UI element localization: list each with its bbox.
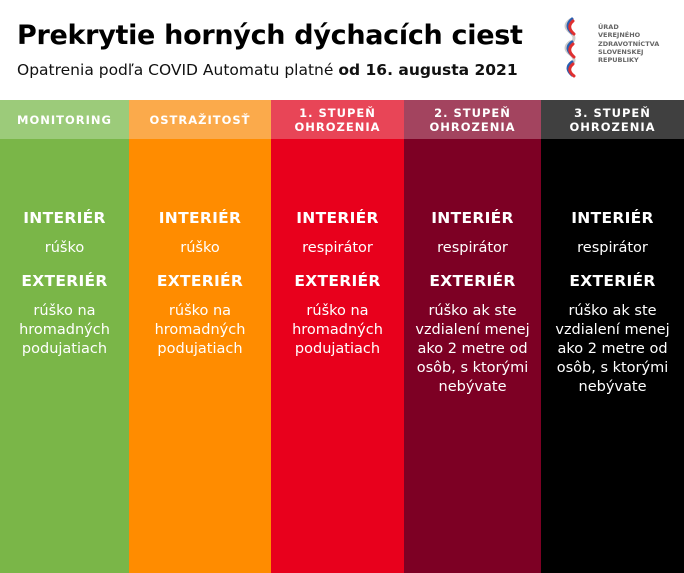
level-column: MONITORING INTERIÉR rúško EXTERIÉR rúško…: [0, 100, 129, 573]
level-header: MONITORING: [0, 100, 129, 139]
caduceus-icon: [564, 17, 576, 78]
interior-value: respirátor: [437, 240, 508, 256]
interior-label: INTERIÉR: [431, 209, 514, 227]
interior-label: INTERIÉR: [296, 209, 379, 227]
level-body: INTERIÉR respirátor EXTERIÉR rúško ak st…: [404, 139, 541, 573]
exterior-value: rúško na hromadných podujatiach: [19, 303, 110, 357]
exterior-value: rúško ak ste vzdialení menej ako 2 metre…: [555, 303, 670, 395]
exterior-value: rúško na hromadných podujatiach: [292, 303, 383, 357]
level-column: 1. STUPEŇ OHROZENIA INTERIÉR respirátor …: [271, 100, 404, 573]
interior-label: INTERIÉR: [23, 209, 106, 227]
exterior-label: EXTERIÉR: [21, 272, 108, 290]
exterior-value: rúško na hromadných podujatiach: [154, 303, 246, 357]
exterior-label: EXTERIÉR: [429, 272, 516, 290]
level-column: 3. STUPEŇ OHROZENIA INTERIÉR respirátor …: [541, 100, 684, 573]
interior-label: INTERIÉR: [571, 209, 654, 227]
uvz-logo: ÚRAD VEREJNÉHO ZDRAVOTNÍCTVA SLOVENSKEJ REPU…: [560, 14, 680, 78]
alert-levels-table: MONITORING INTERIÉR rúško EXTERIÉR rúško…: [0, 100, 684, 573]
level-body: INTERIÉR rúško EXTERIÉR rúško na hromadn…: [129, 139, 271, 573]
level-header: 3. STUPEŇ OHROZENIA: [541, 100, 684, 139]
interior-label: INTERIÉR: [158, 209, 242, 227]
level-header: OSTRAŽITOSŤ: [129, 100, 271, 139]
interior-value: rúško: [180, 240, 220, 256]
page-subtitle: Opatrenia podľa COVID Automatu platné od…: [17, 61, 518, 79]
interior-value: rúško: [44, 240, 85, 256]
exterior-label: EXTERIÉR: [156, 272, 244, 290]
subtitle-text: Opatrenia podľa COVID Automatu platné: [17, 61, 339, 79]
level-column: OSTRAŽITOSŤ INTERIÉR rúško EXTERIÉR rúšk…: [129, 100, 271, 573]
exterior-label: EXTERIÉR: [294, 272, 381, 290]
level-body: INTERIÉR rúško EXTERIÉR rúško na hromadn…: [0, 139, 129, 573]
exterior-value: rúško ak ste vzdialení menej ako 2 metre…: [415, 303, 530, 395]
level-body: INTERIÉR respirátor EXTERIÉR rúško ak st…: [541, 139, 684, 573]
exterior-label: EXTERIÉR: [569, 272, 656, 290]
interior-value: respirátor: [302, 240, 373, 256]
interior-value: respirátor: [577, 240, 648, 256]
logo-text: ÚRAD VEREJNÉHO ZDRAVOTNÍCTVA SLOVENSKEJ REPU…: [598, 23, 660, 65]
level-column: 2. STUPEŇ OHROZENIA INTERIÉR respirátor …: [404, 100, 541, 573]
level-header: 2. STUPEŇ OHROZENIA: [404, 100, 541, 139]
page-title: Prekrytie horných dýchacích ciest: [17, 20, 523, 51]
level-header: 1. STUPEŇ OHROZENIA: [271, 100, 404, 139]
subtitle-date: od 16. augusta 2021: [338, 61, 518, 79]
level-body: INTERIÉR respirátor EXTERIÉR rúško na hr…: [271, 139, 404, 573]
